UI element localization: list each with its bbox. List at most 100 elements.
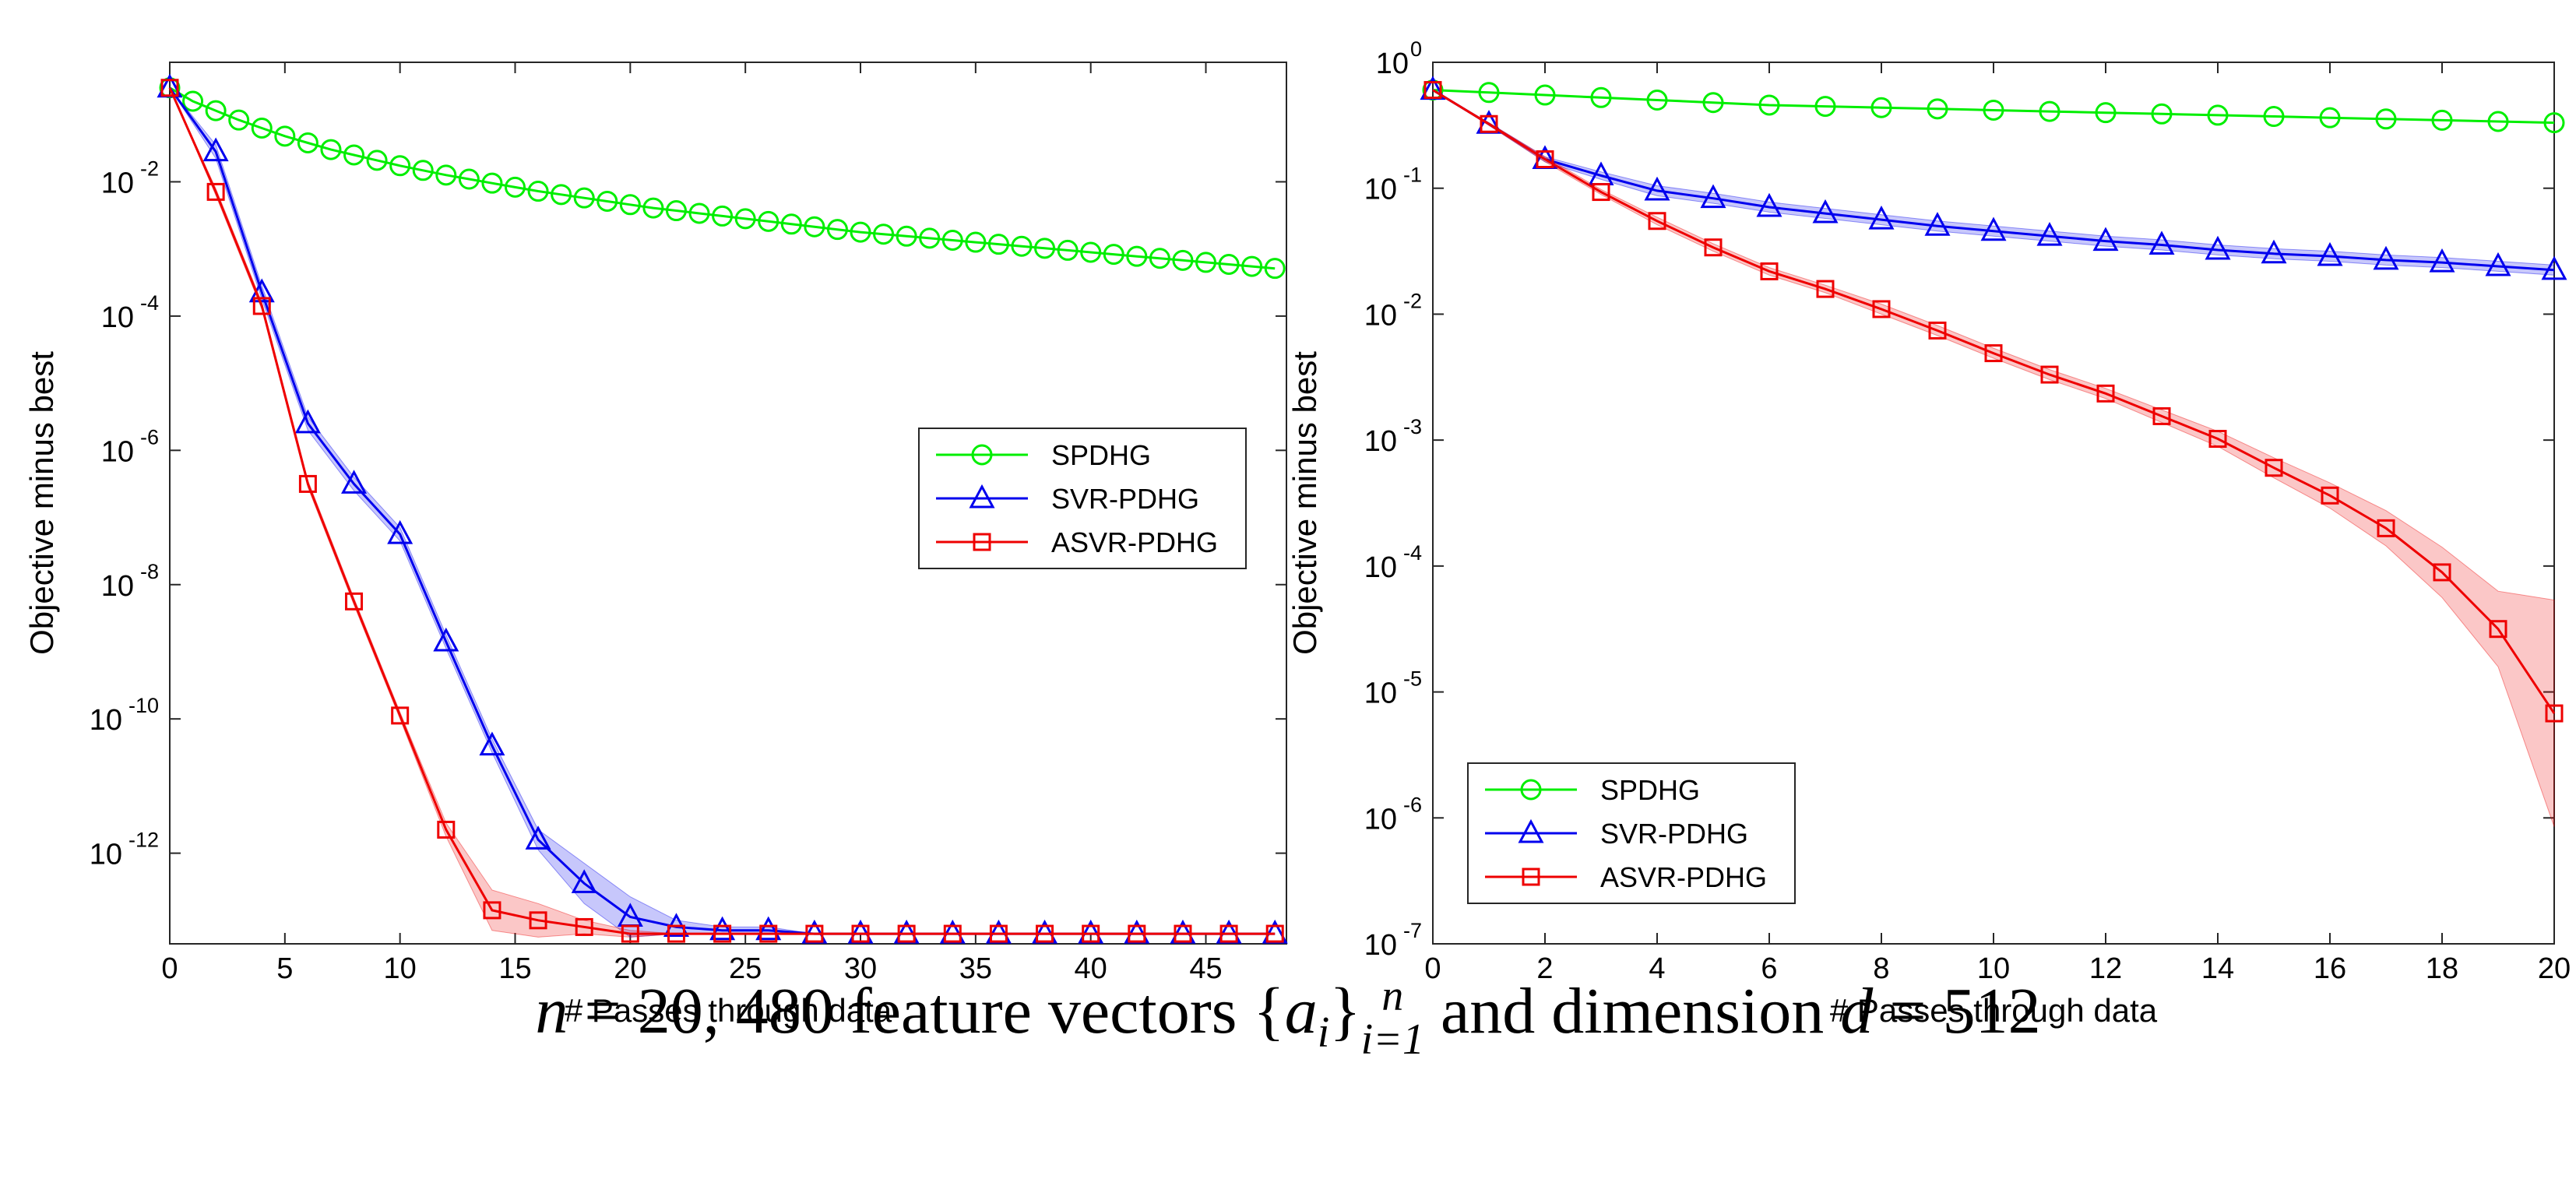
data-point [2263, 106, 2285, 128]
x-tick-label: 4 [1649, 952, 1665, 985]
data-point [387, 519, 413, 544]
data-point [2092, 227, 2119, 252]
data-point [2541, 255, 2567, 280]
legend-marker [973, 533, 991, 551]
x-tick-label: 0 [1424, 952, 1441, 985]
y-tick-exponent: 0 [1410, 37, 1422, 61]
data-point [943, 924, 962, 943]
data-point [412, 160, 434, 181]
legend-item: SVR-PDHG [936, 483, 1199, 515]
data-point [1644, 176, 1670, 201]
data-point [1814, 96, 1836, 118]
y-tick-base: 10 [1364, 425, 1397, 458]
confidence-band [169, 87, 1276, 938]
data-point [1868, 205, 1895, 230]
x-tick-label: 45 [1189, 952, 1222, 985]
data-point [1218, 254, 1240, 276]
data-point [2036, 222, 2063, 246]
data-point [709, 916, 736, 941]
y-tick-exponent: -2 [140, 157, 159, 180]
data-point [1592, 183, 1610, 202]
legend-item: SPDHG [936, 439, 1151, 471]
data-point [642, 197, 664, 219]
y-tick-exponent: -12 [128, 829, 159, 852]
y-axis-label: Objective minus best [23, 351, 60, 655]
data-point [897, 924, 916, 943]
y-tick-base: 10 [1364, 299, 1397, 332]
caption-n: n [535, 975, 568, 1047]
y-tick-label: -10 10 [90, 694, 159, 737]
legend-item: SVR-PDHG [1485, 818, 1748, 850]
data-point [2321, 486, 2339, 505]
legend-label: SVR-PDHG [1600, 818, 1748, 850]
y-tick-label: -7 10 [1364, 919, 1422, 962]
data-point [437, 820, 456, 839]
data-point [1760, 262, 1779, 280]
x-tick-label: 35 [959, 952, 992, 985]
y-tick-exponent: -5 [1403, 667, 1422, 691]
data-point [2096, 384, 2115, 403]
x-tick-label: 25 [729, 952, 762, 985]
y-tick-base: 10 [1364, 174, 1397, 206]
data-point [1870, 97, 1892, 118]
data-point [2317, 241, 2343, 266]
series-line [1432, 89, 2555, 272]
x-tick-label: 20 [614, 952, 646, 985]
y-tick-exponent: -7 [1403, 919, 1422, 942]
data-point [1034, 238, 1056, 259]
x-tick-label: 40 [1075, 952, 1107, 985]
data-point [2373, 245, 2399, 270]
y-tick-base: 10 [1364, 803, 1397, 836]
x-tick-label: 12 [2089, 952, 2122, 985]
data-point [1756, 192, 1782, 217]
data-point [2377, 519, 2395, 537]
data-point [1812, 199, 1839, 223]
data-point [1648, 212, 1666, 231]
data-point [1195, 252, 1217, 273]
x-tick-label: 20 [2538, 952, 2571, 985]
data-point [621, 924, 639, 943]
data-point [481, 172, 503, 194]
data-point [505, 176, 526, 198]
data-point [1011, 235, 1033, 257]
data-point [2207, 104, 2229, 126]
data-point [2040, 365, 2059, 384]
y-tick-base: 10 [1376, 48, 1409, 80]
data-point [525, 825, 551, 850]
y-tick-exponent: -2 [1403, 289, 1422, 312]
data-point [1927, 98, 1948, 120]
data-point [851, 924, 870, 943]
data-point [1126, 245, 1148, 267]
data-point [575, 917, 593, 936]
data-point [805, 924, 824, 943]
legend-marker [971, 444, 993, 466]
chart-panel-1: 0 5 10 15 20 25 30 35 40 45-210-410-610-810-1010-… [23, 62, 1288, 1029]
data-point [2152, 406, 2171, 425]
data-point [389, 155, 411, 177]
data-point [228, 109, 250, 131]
data-point [2319, 107, 2341, 128]
data-point [2148, 231, 2175, 255]
data-point [989, 924, 1008, 943]
data-point [1149, 248, 1170, 269]
chart-panel-2: 0 2 4 6 8 10 12 14 16 18 20010-110-210-310-410-510… [1286, 37, 2571, 1029]
data-point [1590, 86, 1612, 108]
y-tick-label: 010 [1376, 37, 1422, 80]
data-point [2487, 111, 2509, 132]
data-point [2433, 563, 2451, 582]
y-tick-label: -8 10 [101, 560, 159, 603]
data-point [1219, 924, 1238, 943]
data-point [343, 144, 365, 166]
data-point [2431, 109, 2453, 131]
x-tick-label: 8 [1873, 952, 1889, 985]
caption-a-subscript: i [1317, 1008, 1330, 1057]
legend-label: ASVR-PDHG [1051, 526, 1218, 558]
y-tick-exponent: -1 [1403, 164, 1422, 187]
x-tick-label: 10 [1977, 952, 2010, 985]
y-tick-base: 10 [90, 839, 122, 871]
data-point [573, 187, 595, 209]
y-axis-label: Objective minus best [1286, 351, 1323, 655]
y-tick-label: -2 10 [1364, 289, 1422, 332]
data-point [2485, 252, 2511, 276]
